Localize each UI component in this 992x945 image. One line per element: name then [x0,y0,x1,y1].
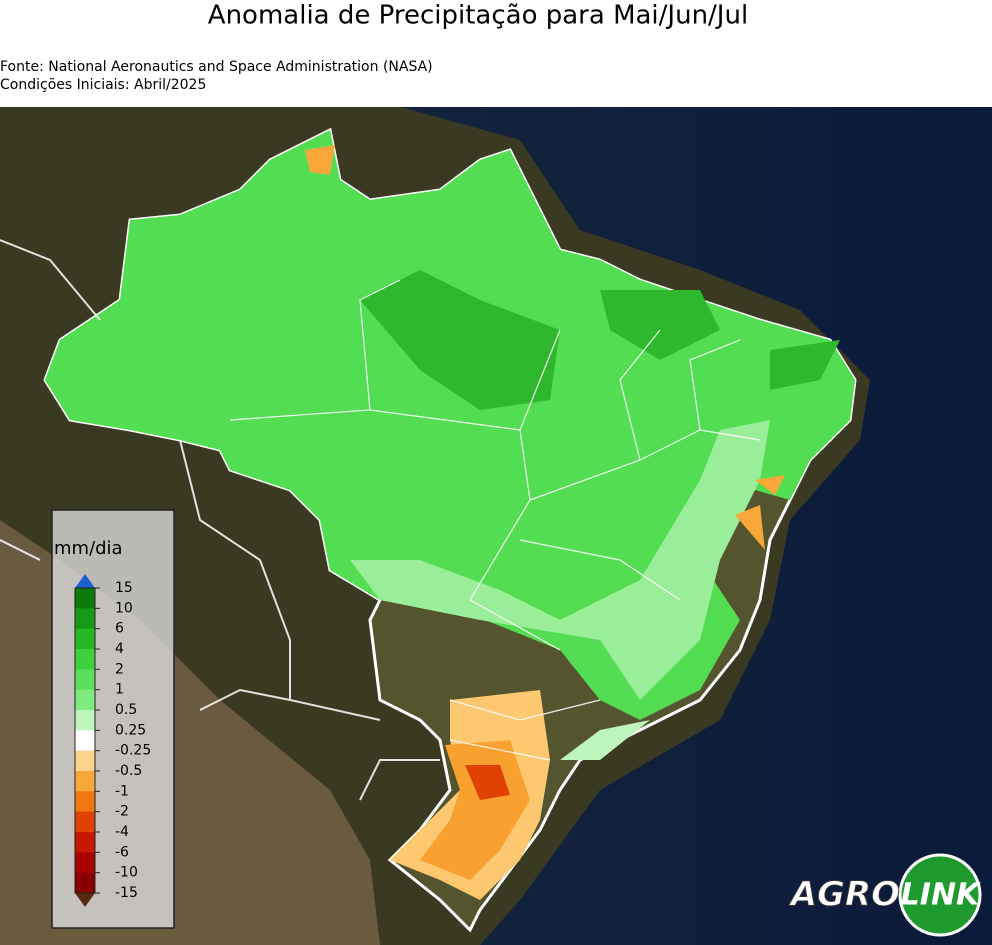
initial-conditions: Condições Iniciais: Abril/2025 [0,77,206,93]
colorbar-tick-label: -2 [115,804,129,820]
logo-left: AGRO [788,875,900,915]
colorbar-band [75,832,95,853]
anomaly-dark [360,270,840,410]
state-borders [229,279,761,761]
source: Fonte: National Aeronautics and Space Ad… [0,59,433,75]
colorbar-band [75,730,95,752]
colorbar-tick-label: 6 [115,621,124,637]
colorbar-tick-label: -1 [115,783,129,799]
colorbar: 15 10 6 4 2 1 0.5 0.25 -0.25 -0.5 -1 -2 -4 -6 -10 -15 [74,574,151,907]
anomaly-light-south [560,720,650,760]
colorbar-tick-label: -6 [115,844,129,860]
colorbar-band [75,811,95,833]
colorbar-frame [74,587,96,894]
colorbar-tick-label: 0.25 [115,722,146,738]
colorbar-band [75,689,95,711]
colorbar-band [75,669,95,691]
anomaly-red [465,765,510,800]
logo-circle [898,853,982,937]
colorbar-tick-label: 2 [115,661,124,677]
colorbar-tick-label: -15 [115,885,138,901]
colorbar-tick-label: 0.5 [115,702,137,718]
colorbar-band [75,872,95,894]
country-borders [0,239,440,801]
colorbar-band [75,750,95,772]
colorbar-band [75,852,95,874]
colorbar-tick-label: 4 [115,641,124,657]
anomaly-light [350,420,770,700]
legend: mm/dia 15 10 6 4 2 1 0.5 0.25 -0.25 -0.5 -1 -2 -4 -6 -… [51,509,175,929]
colorbar-tick-label: 10 [115,600,133,616]
colorbar-band [75,771,95,792]
colorbar-band [75,710,95,731]
colorbar-tick-label: -0.25 [115,743,151,759]
colorbar-tick-label: -10 [115,865,138,881]
title: Anomalia de Precipitação para Mai/Jun/Ju… [208,1,748,31]
colorbar-band [75,791,95,813]
under-arrow [75,893,95,907]
colorbar-band [75,588,95,609]
legend-box [51,509,175,929]
colorbar-tick-label: -4 [115,824,129,840]
colorbar-band [75,649,95,670]
legend-unit: mm/dia [54,538,123,559]
colorbar-tick-label: 15 [115,580,133,596]
colorbar-band [75,608,95,630]
logo: AGRO LINK [787,853,982,937]
colorbar-tick-label: -0.5 [115,763,142,779]
colorbar-band [75,628,95,650]
colorbar-tick-label: 1 [115,682,124,698]
logo-right: LINK [901,878,982,913]
over-arrow [75,574,95,588]
